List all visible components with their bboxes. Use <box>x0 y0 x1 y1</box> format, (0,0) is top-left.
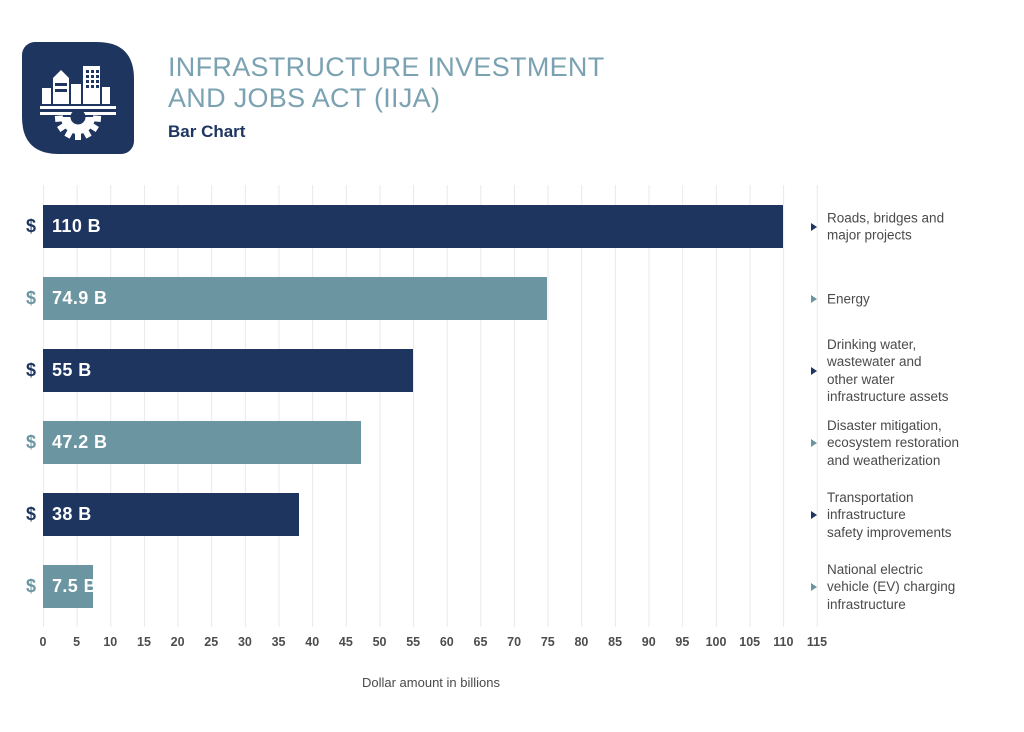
x-axis-tick: 30 <box>237 635 252 649</box>
x-axis-tick: 50 <box>372 635 387 649</box>
category-label: Disaster mitigation, ecosystem restorati… <box>827 417 960 468</box>
x-axis-tick: 95 <box>675 635 690 649</box>
bar-value-label: 55 B <box>52 360 92 380</box>
city-buildings-gear-icon <box>22 42 134 154</box>
x-axis-tick: 20 <box>170 635 185 649</box>
bar: 38 B <box>43 493 299 536</box>
bar: 55 B <box>43 349 414 392</box>
category-marker-icon <box>811 510 817 519</box>
x-axis-tick: 80 <box>574 635 589 649</box>
currency-symbol: $ <box>25 576 36 596</box>
x-axis-tick: 65 <box>473 635 488 649</box>
x-axis-tick: 75 <box>540 635 555 649</box>
page-title-line1: INFRASTRUCTURE INVESTMENT <box>168 52 605 82</box>
x-axis-tick: 15 <box>137 635 151 649</box>
category-marker-icon <box>811 294 817 303</box>
x-axis-tick: 105 <box>739 635 761 649</box>
x-axis-tick: 90 <box>641 635 656 649</box>
x-axis-tick: 85 <box>608 635 623 649</box>
x-axis-tick: 60 <box>439 635 454 649</box>
category-label: Drinking water, wastewater and other wat… <box>827 336 949 405</box>
bar-value-label: 74.9 B <box>52 288 108 308</box>
category-label: National electric vehicle (EV) charging … <box>827 561 956 612</box>
category-label: Transportation infrastructure safety imp… <box>827 489 952 540</box>
bar-value-label: 38 B <box>52 504 92 524</box>
x-axis-tick: 25 <box>204 635 219 649</box>
logo <box>22 42 134 154</box>
x-axis-tick: 55 <box>406 635 421 649</box>
x-axis-tick: 0 <box>39 635 47 649</box>
currency-symbol: $ <box>25 360 36 380</box>
gridlines <box>43 185 819 627</box>
page-title-line2: AND JOBS ACT (IIJA) <box>168 83 441 113</box>
x-axis-tick: 70 <box>507 635 522 649</box>
x-axis-tick: 5 <box>73 635 81 649</box>
bar: 7.5 B <box>43 565 97 608</box>
x-axis-tick: 35 <box>271 635 286 649</box>
bar-value-label: 7.5 B <box>52 576 98 596</box>
category-marker-icon <box>811 582 817 591</box>
page-subtitle: Bar Chart <box>168 122 246 141</box>
category-marker-icon <box>811 366 817 375</box>
bar: 74.9 B <box>43 277 548 320</box>
bar: 47.2 B <box>43 421 361 464</box>
x-axis-tick: 100 <box>705 635 727 649</box>
title-block: INFRASTRUCTURE INVESTMENT AND JOBS ACT (… <box>168 52 605 142</box>
category-marker-icon <box>811 438 817 447</box>
bar-value-label: 47.2 B <box>52 432 108 452</box>
x-axis-tick: 110 <box>773 635 794 649</box>
currency-symbol: $ <box>25 216 36 236</box>
currency-symbol: $ <box>25 432 36 452</box>
bar: 110 B <box>43 205 784 248</box>
bar-value-label: 110 B <box>52 216 102 236</box>
chart: Dollar amount in billions $110 B Roads, b… <box>0 185 1024 725</box>
x-axis-tick: 45 <box>338 635 353 649</box>
category-label: Roads, bridges and major projects <box>827 210 945 243</box>
x-axis-label: Dollar amount in billions <box>361 675 500 690</box>
x-axis-tick: 10 <box>103 635 118 649</box>
currency-symbol: $ <box>25 288 36 308</box>
category-marker-icon <box>811 222 817 231</box>
category-label: Energy <box>827 290 870 306</box>
x-axis-tick: 115 <box>806 635 828 649</box>
x-axis-tick: 40 <box>305 635 320 649</box>
currency-symbol: $ <box>25 504 36 524</box>
